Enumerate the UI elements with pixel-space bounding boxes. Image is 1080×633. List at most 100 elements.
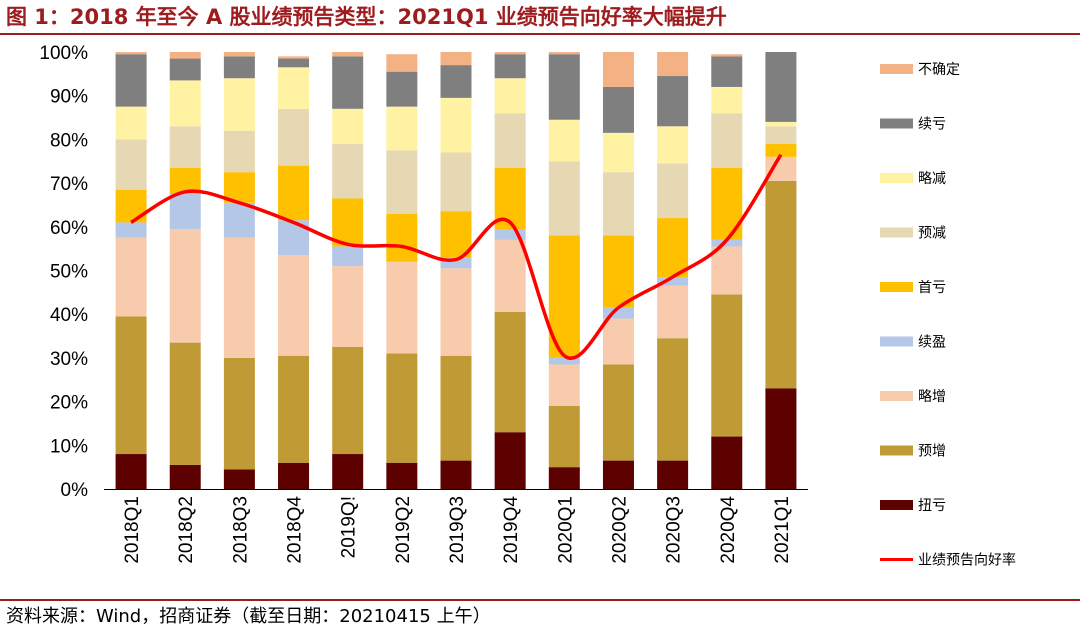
bar-segment	[115, 237, 147, 317]
footer-rule	[0, 599, 1080, 601]
bar-segment	[602, 235, 634, 308]
source-note: 资料来源：Wind，招商证券（截至日期：20210415 上午）	[6, 606, 491, 627]
bar-segment	[169, 58, 201, 81]
bar-segment	[386, 150, 418, 214]
legend-swatch	[880, 336, 913, 347]
bar-segment	[440, 355, 472, 461]
bar-segment	[169, 194, 201, 229]
bar-segment	[494, 54, 526, 79]
bar-segment	[657, 285, 689, 339]
bar-segment	[548, 405, 580, 468]
bar-segment	[602, 52, 634, 87]
bar-segment	[115, 54, 147, 107]
bar-segment	[332, 346, 364, 455]
x-tick-label: 2019Q4	[501, 496, 522, 564]
bar-segment	[494, 228, 526, 240]
bar-segment	[223, 78, 255, 131]
bar-segment	[711, 167, 743, 240]
bar-segment	[765, 126, 797, 144]
bar-segment	[115, 52, 147, 55]
bar-segment	[765, 180, 797, 389]
bar-segment	[602, 132, 634, 173]
y-tick-label: 40%	[50, 305, 88, 326]
legend-label: 续盈	[918, 334, 946, 351]
bar-segment	[278, 165, 310, 221]
bar-segment	[386, 213, 418, 262]
bar-segment	[602, 307, 634, 319]
bar-segment	[440, 152, 472, 212]
title-rule	[0, 33, 1080, 35]
bar-segment	[278, 58, 310, 68]
bar-segment	[169, 464, 201, 489]
bar-segment	[548, 119, 580, 162]
legend-label: 首亏	[918, 280, 946, 296]
bar-segment	[657, 52, 689, 77]
line-series-outlook-rate	[130, 153, 783, 360]
bar-segment	[711, 436, 743, 489]
bar-segment	[115, 106, 147, 140]
bar-segment	[711, 294, 743, 437]
bar-segment	[278, 355, 310, 463]
bar-segment	[278, 67, 310, 109]
bar-segment	[440, 460, 472, 489]
bar-segment	[332, 56, 364, 109]
bar-segment	[169, 80, 201, 127]
bar-segment	[548, 54, 580, 120]
bar-segment	[657, 218, 689, 278]
bar-segment	[386, 353, 418, 463]
y-tick-label: 30%	[50, 349, 88, 370]
legend-swatch	[880, 445, 913, 456]
legend-label: 预减	[918, 226, 946, 242]
legend-swatch	[880, 64, 913, 74]
y-tick-label: 50%	[50, 262, 88, 283]
legend-label: 略增	[918, 389, 946, 405]
bar-segment	[169, 342, 201, 465]
bar-segment	[548, 357, 580, 365]
bar-segment	[711, 239, 743, 247]
bar-segment	[386, 106, 418, 151]
bar-segment	[602, 364, 634, 461]
bar-segment	[223, 357, 255, 470]
bar-segment	[386, 261, 418, 354]
stacked-bar-chart: 0% 10% 20% 30% 40% 50% 60% 70% 80% 90% 100% 2018Q1 2…	[39, 43, 1016, 569]
legend-swatch	[880, 500, 913, 510]
bar-segment	[494, 312, 526, 433]
x-tick-label: 2020Q4	[718, 496, 739, 564]
bar-segment	[494, 52, 526, 55]
legend-swatch	[880, 227, 913, 238]
bar-segment	[115, 139, 147, 190]
legend-swatch	[880, 173, 913, 183]
bar-segment	[332, 246, 364, 267]
bar-segment	[711, 54, 743, 57]
bar-segment	[765, 52, 797, 122]
bar-segment	[223, 237, 255, 358]
bar-segment	[440, 65, 472, 98]
x-tick-label: 2019Q2	[393, 496, 414, 564]
bar-segment	[657, 76, 689, 127]
bar-segment	[278, 108, 310, 166]
x-tick-label: 2021Q1	[772, 496, 793, 564]
bar-segment	[278, 255, 310, 356]
y-tick-label: 20%	[50, 393, 88, 414]
x-tick-label: 2018Q3	[230, 496, 251, 564]
bar-segment	[657, 163, 689, 219]
bar-segment	[332, 143, 364, 199]
bar-segment	[440, 268, 472, 356]
bar-segment	[440, 257, 472, 269]
bar-segment	[332, 52, 364, 57]
bar-segment	[657, 338, 689, 461]
bar-segment	[278, 462, 310, 489]
x-tick-label: 2018Q4	[285, 496, 306, 564]
bar-segment	[223, 172, 255, 203]
bar-segment	[332, 198, 364, 247]
x-tick-label: 2018Q2	[176, 496, 197, 564]
bar-segment	[115, 454, 147, 489]
bar-segment	[548, 364, 580, 406]
bar-segment	[169, 52, 201, 59]
bar-segment	[386, 54, 418, 72]
bar-segment	[494, 239, 526, 313]
bar-segment	[765, 156, 797, 181]
bar-segment	[332, 454, 364, 489]
bar-segment	[223, 469, 255, 489]
y-tick-label: 60%	[50, 218, 88, 239]
